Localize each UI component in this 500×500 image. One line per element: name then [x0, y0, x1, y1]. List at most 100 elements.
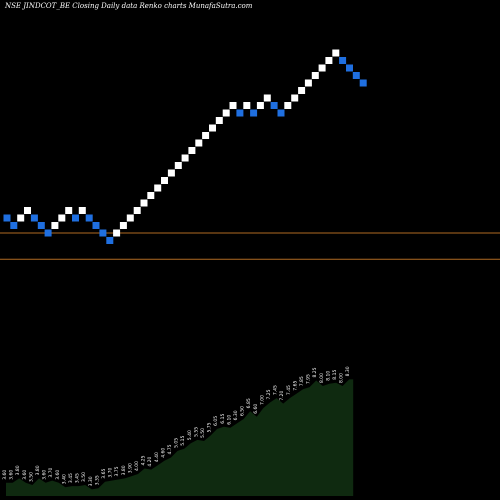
price-label: 3.50: [81, 472, 87, 482]
price-label: 6.05: [213, 416, 219, 426]
renko-brick-up: [167, 169, 175, 177]
price-label: 5.15: [180, 436, 186, 446]
renko-brick-up: [17, 214, 25, 222]
price-label: 4.75: [167, 444, 173, 454]
renko-brick-up: [51, 222, 59, 229]
price-label: 8.25: [312, 367, 318, 377]
price-label: 3.60: [2, 470, 8, 480]
renko-brick-up: [256, 102, 264, 109]
renko-brick-up: [113, 229, 121, 237]
price-label: 3.60: [42, 470, 48, 480]
renko-brick-up: [291, 94, 299, 102]
price-label: 3.70: [48, 467, 54, 477]
price-label: 3.30: [88, 476, 94, 486]
price-label: 3.75: [114, 466, 120, 476]
chart-title: NSE JINDCOT_BE Closing Daily data Renko …: [5, 2, 253, 10]
price-label: 3.90: [127, 463, 133, 473]
renko-brick-up: [209, 124, 216, 132]
price-label: 3.60: [22, 470, 28, 480]
price-label: 7.85: [299, 376, 305, 386]
renko-brick-up: [284, 102, 292, 109]
price-label: 7.65: [292, 381, 298, 391]
renko-brick-down: [277, 109, 285, 117]
price-label: 5.55: [193, 427, 199, 437]
renko-brick-up: [202, 132, 210, 139]
renko-brick-up: [229, 102, 237, 109]
renko-brick-up: [304, 79, 312, 87]
renko-brick-up: [140, 199, 148, 207]
renko-brick-down: [92, 222, 100, 229]
renko-brick-down: [85, 214, 93, 222]
renko-brick-down: [359, 79, 367, 87]
renko-brick-down: [10, 222, 18, 229]
price-label: 6.30: [233, 410, 239, 420]
renko-brick-down: [339, 57, 347, 64]
renko-brick-up: [298, 87, 306, 94]
price-label: 3.50: [28, 472, 34, 482]
renko-brick-up: [325, 57, 333, 64]
renko-brick-up: [58, 214, 66, 222]
price-label: 3.35: [94, 475, 100, 485]
renko-brick-up: [147, 192, 155, 199]
price-label: 6.85: [246, 398, 252, 408]
price-label: 4.00: [134, 461, 140, 471]
renko-brick-down: [30, 214, 38, 222]
price-label: 3.70: [108, 467, 114, 477]
price-history-area: [6, 379, 354, 496]
renko-brick-up: [161, 177, 168, 184]
price-label: 6.15: [220, 414, 226, 424]
renko-brick-down: [346, 64, 353, 72]
renko-brick-up: [174, 162, 182, 169]
renko-brick-up: [24, 207, 31, 214]
renko-brick-up: [318, 64, 326, 72]
price-label: 7.00: [259, 395, 265, 405]
price-label: 4.60: [160, 448, 166, 458]
renko-brick-up: [126, 214, 134, 222]
renko-brick-up: [243, 102, 251, 109]
price-label: 8.10: [325, 371, 331, 381]
renko-brick-down: [44, 229, 52, 237]
price-label: 4.20: [147, 456, 153, 466]
price-label: 6.10: [226, 415, 232, 425]
price-label: 4.25: [141, 455, 147, 465]
price-label: 5.50: [200, 428, 206, 438]
renko-brick-up: [65, 207, 73, 214]
price-label: 8.00: [319, 373, 325, 383]
price-label: 3.80: [121, 465, 127, 475]
renko-brick-down: [270, 102, 278, 109]
price-label: 7.45: [273, 385, 279, 395]
renko-brick-down: [3, 214, 11, 222]
price-label: 7.45: [286, 385, 292, 395]
renko-brick-up: [195, 139, 203, 147]
renko-brick-down: [352, 72, 360, 79]
price-label: 3.80: [35, 465, 41, 475]
renko-brick-up: [332, 49, 340, 57]
renko-brick-down: [72, 214, 79, 222]
price-label: 8.30: [345, 366, 351, 376]
price-label: 3.65: [101, 469, 107, 479]
renko-brick-down: [250, 109, 258, 117]
price-label: 7.25: [266, 389, 272, 399]
price-label: 7.20: [279, 390, 285, 400]
renko-brick-up: [222, 109, 230, 117]
renko-brick-down: [236, 109, 244, 117]
price-label: 3.60: [55, 470, 61, 480]
renko-brick-up: [188, 147, 196, 154]
renko-brick-up: [119, 222, 127, 229]
price-label: 7.95: [306, 374, 312, 384]
price-label: 3.60: [9, 470, 15, 480]
renko-brick-up: [215, 117, 223, 124]
price-label: 4.40: [154, 452, 160, 462]
price-label: 6.50: [240, 406, 246, 416]
price-label: 6.60: [253, 404, 259, 414]
renko-brick-down: [106, 237, 114, 244]
price-label: 5.75: [207, 422, 213, 432]
price-label: 3.45: [68, 473, 74, 483]
price-label: 3.80: [15, 465, 21, 475]
renko-brick-up: [263, 94, 271, 102]
renko-brick-up: [133, 207, 141, 214]
price-label: 3.40: [61, 474, 67, 484]
price-label: 8.00: [339, 373, 345, 383]
renko-brick-down: [99, 229, 107, 237]
